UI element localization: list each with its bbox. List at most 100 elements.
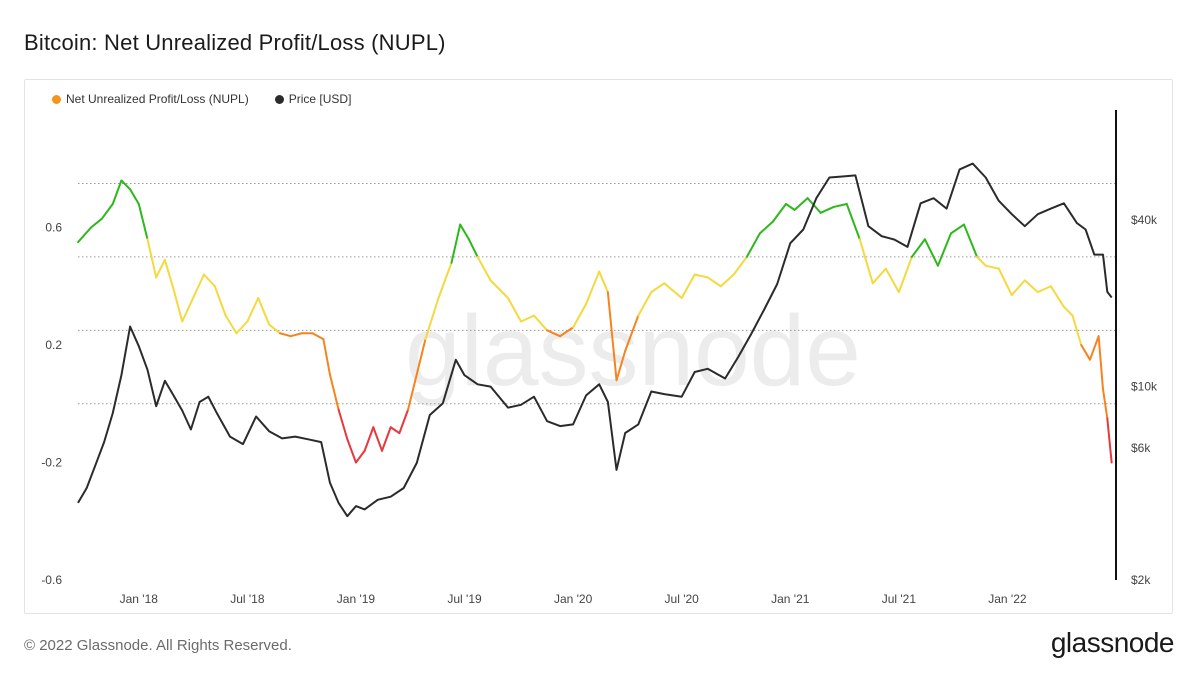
nupl-line-segment (784, 203, 796, 211)
y-left-tick-label: 0.6 (45, 221, 62, 235)
nupl-line-segment (346, 438, 357, 464)
nupl-line-segment (1088, 335, 1100, 361)
price-line-series (77, 162, 1113, 518)
y-left-tick-label: -0.2 (41, 456, 62, 470)
nupl-line-segment (1071, 314, 1083, 346)
legend-dot-price (274, 94, 284, 104)
nupl-line-segment (328, 373, 340, 411)
nupl-line-segment (910, 238, 926, 258)
nupl-line-segment (519, 314, 536, 323)
nupl-line-segment (415, 338, 427, 376)
nupl-line-segment (962, 223, 979, 258)
nupl-line-segment (77, 226, 93, 244)
brand-logo-text: glassnode (1050, 627, 1175, 658)
y-right-tick-label: $6k (1131, 441, 1151, 455)
nupl-line-segment (719, 273, 735, 288)
chart-panel (24, 79, 1173, 614)
nupl-line-segment (650, 282, 666, 294)
nupl-line-segment (559, 326, 575, 338)
nupl-line-segment (192, 273, 205, 299)
y-left-tick-label: 0.2 (45, 338, 62, 352)
legend-dot-nupl (52, 94, 61, 104)
legend-item-nupl[interactable]: Net Unrealized Profit/Loss (NUPL) (52, 92, 249, 106)
nupl-line-segment (289, 332, 303, 338)
nupl-line-segment (949, 223, 965, 235)
nupl-line-segment (936, 232, 952, 267)
nupl-line-segment (680, 273, 696, 299)
nupl-line-segment (202, 273, 216, 288)
nupl-line-segment (706, 276, 722, 288)
legend-item-price[interactable]: Price [USD] (274, 92, 352, 106)
nupl-line-segment (163, 258, 175, 291)
nupl-line-segment (213, 285, 227, 317)
nupl-line-segment (311, 332, 325, 341)
nupl-line-segment (858, 238, 874, 285)
nupl-line-segment (793, 197, 809, 211)
nupl-line-segment (732, 255, 748, 276)
nupl-line-segment (337, 408, 349, 440)
nupl-line-segment (489, 279, 509, 299)
nupl-line-segment (1036, 285, 1052, 294)
nupl-line-segment (923, 238, 939, 267)
nupl-line-segment (268, 323, 281, 335)
nupl-line-segment (637, 291, 653, 317)
x-tick-label: Jan '18 (120, 592, 159, 606)
x-tick-label: Jan '20 (554, 592, 593, 606)
y-right-tick-label: $40k (1131, 213, 1158, 227)
nupl-line-segment (758, 220, 774, 235)
nupl-line-segment (224, 314, 238, 335)
nupl-line-segment (450, 223, 462, 264)
nupl-line-segment (572, 302, 588, 329)
chart-title: Bitcoin: Net Unrealized Profit/Loss (NUP… (24, 30, 446, 55)
nupl-line-segment (624, 314, 640, 352)
nupl-line-segment (1080, 344, 1091, 361)
nupl-line-segment (90, 217, 103, 229)
nupl-line-segment (129, 188, 140, 205)
x-tick-label: Jul '19 (447, 592, 482, 606)
copyright-text: © 2022 Glassnode. All Rights Reserved. (24, 637, 292, 654)
nupl-line-segment (884, 267, 900, 294)
nupl-line-segment (137, 203, 149, 241)
legend-label-price: Price [USD] (288, 92, 352, 106)
x-tick-label: Jan '19 (337, 592, 376, 606)
nupl-line-segment (278, 332, 292, 338)
nupl-line-segment (663, 282, 683, 299)
nupl-line-segment (381, 426, 392, 452)
nupl-line-segment (976, 255, 987, 267)
nupl-line-segment (845, 203, 861, 241)
nupl-line-segment (424, 297, 440, 341)
nupl-line-segment (437, 261, 453, 299)
nupl-line-segment (354, 449, 366, 464)
nupl-line-segment (363, 426, 375, 452)
chart-legend: Net Unrealized Profit/Loss (NUPL) Price … (52, 92, 351, 106)
nupl-line-segment (155, 258, 166, 279)
x-tick-label: Jan '21 (771, 592, 810, 606)
nupl-line-segment (546, 329, 562, 338)
nupl-line-segment (476, 255, 492, 282)
x-tick-label: Jul '21 (882, 592, 917, 606)
y-right-tick-label: $10k (1131, 380, 1158, 394)
legend-label-nupl: Net Unrealized Profit/Loss (NUPL) (66, 92, 249, 106)
nupl-line-segment (615, 349, 627, 382)
nupl-line-segment (398, 408, 410, 435)
x-tick-label: Jul '20 (665, 592, 700, 606)
y-right-tick-label: $2k (1131, 573, 1151, 587)
nupl-line-segment (897, 255, 913, 294)
nupl-line-segment (819, 205, 835, 214)
nupl-line-segment (997, 267, 1013, 297)
nupl-line-segment (407, 373, 418, 411)
nupl-line-segment (120, 179, 132, 191)
nupl-line-segment (246, 297, 260, 323)
nupl-line-segment (372, 426, 384, 452)
nupl-line-segment (467, 238, 479, 258)
nupl-line-segment (459, 223, 470, 241)
nupl-line-segment (533, 314, 549, 332)
nupl-line-segment (984, 264, 1000, 270)
nupl-line-segment (1062, 305, 1074, 317)
nupl-line-segment (693, 273, 709, 279)
nupl-line-segment (257, 297, 271, 326)
nupl-line-segment (235, 320, 249, 335)
x-tick-label: Jan '22 (988, 592, 1027, 606)
nupl-line-segment (146, 238, 158, 279)
